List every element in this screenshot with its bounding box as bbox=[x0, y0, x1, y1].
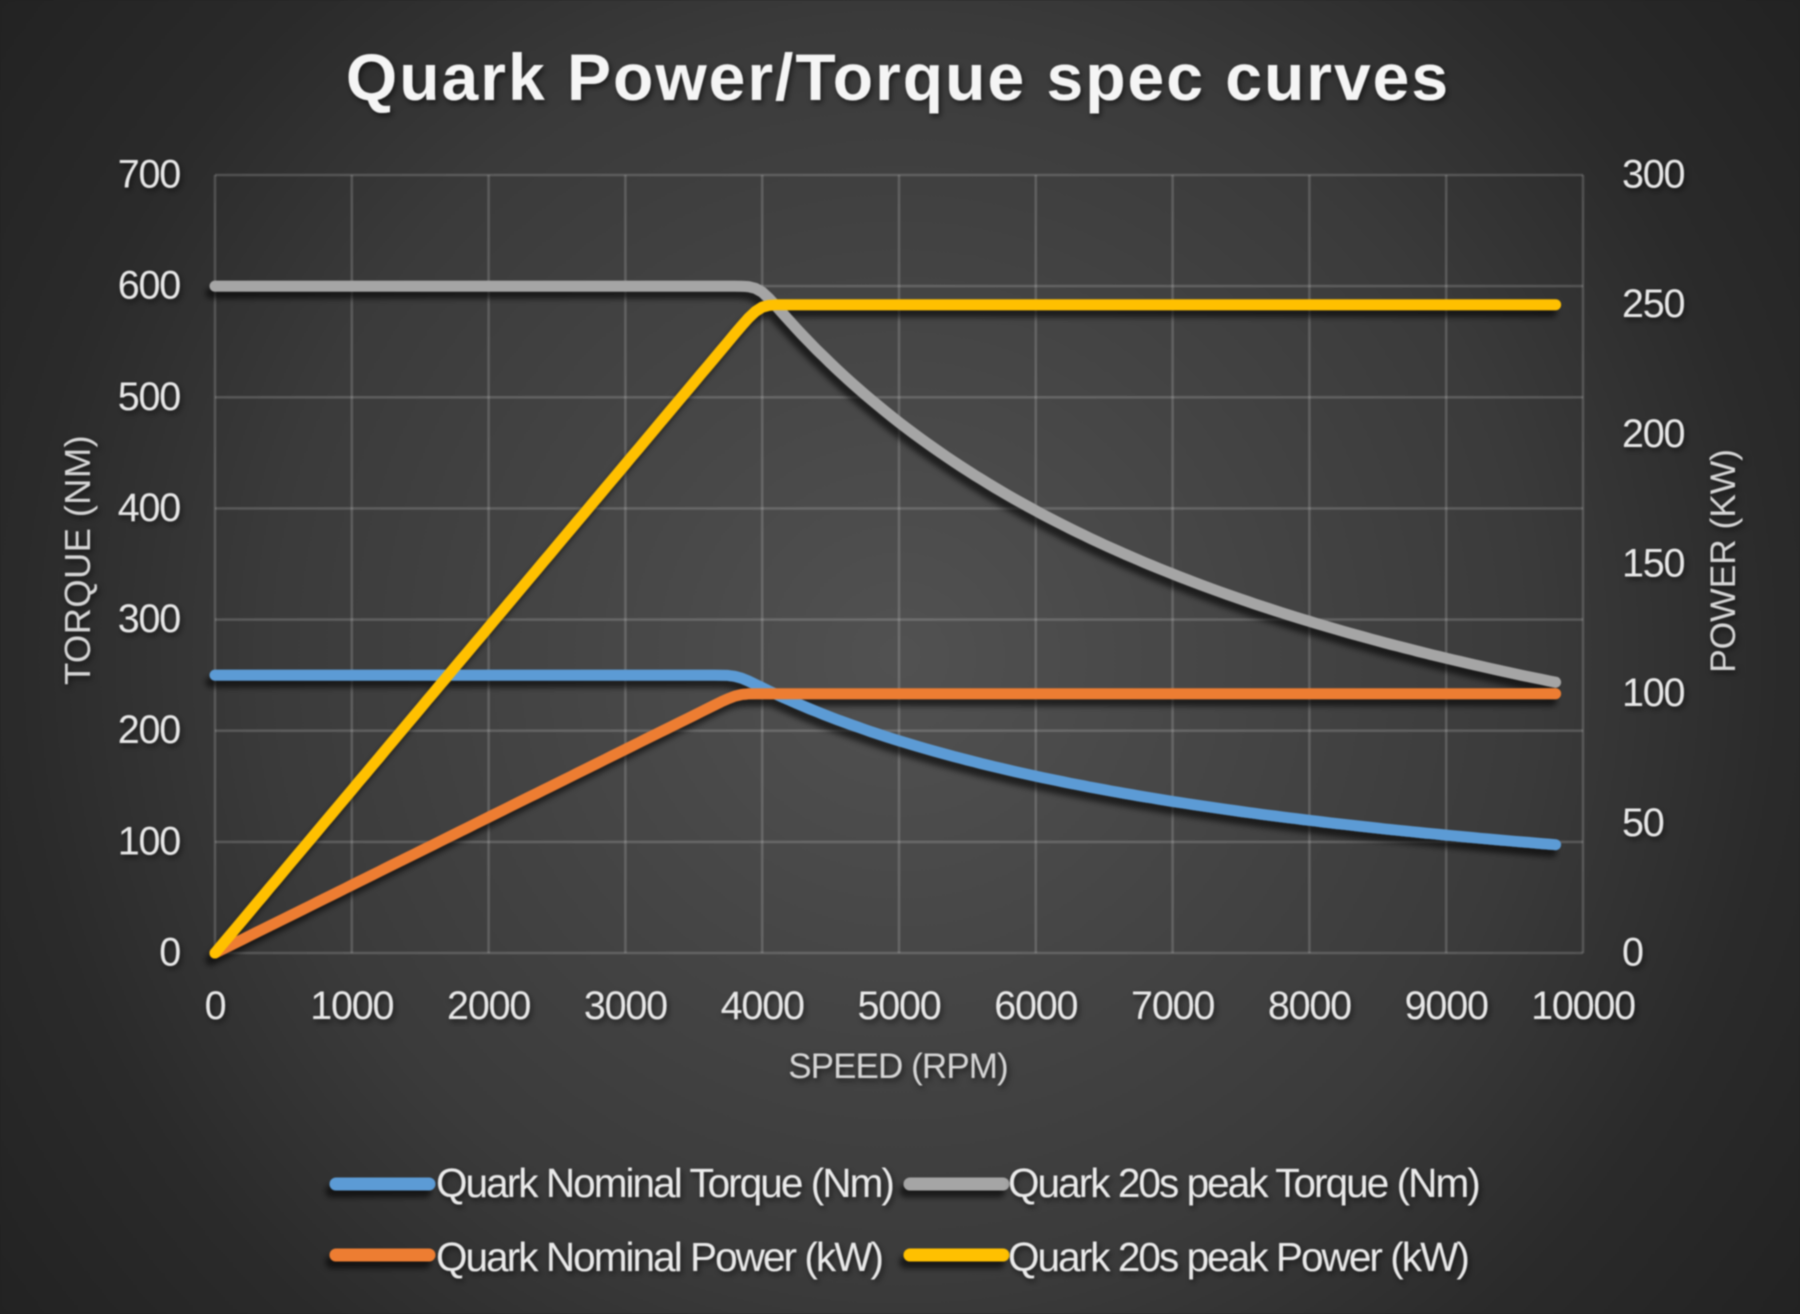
svg-text:Quark Nominal Torque (Nm): Quark Nominal Torque (Nm) bbox=[436, 1160, 893, 1206]
svg-text:500: 500 bbox=[118, 375, 181, 419]
svg-text:600: 600 bbox=[118, 264, 181, 308]
svg-text:7000: 7000 bbox=[1131, 984, 1214, 1028]
svg-text:10000: 10000 bbox=[1531, 984, 1635, 1028]
svg-text:0: 0 bbox=[159, 931, 180, 975]
svg-text:0: 0 bbox=[1622, 931, 1643, 975]
svg-text:0: 0 bbox=[205, 984, 226, 1028]
svg-text:300: 300 bbox=[1622, 153, 1685, 197]
svg-text:200: 200 bbox=[1622, 412, 1685, 456]
svg-text:4000: 4000 bbox=[721, 984, 804, 1028]
svg-text:Quark 20s peak Power (kW): Quark 20s peak Power (kW) bbox=[1008, 1234, 1468, 1280]
svg-text:50: 50 bbox=[1622, 801, 1664, 845]
svg-text:300: 300 bbox=[118, 597, 181, 641]
svg-text:SPEED (RPM): SPEED (RPM) bbox=[788, 1047, 1008, 1086]
svg-text:250: 250 bbox=[1622, 282, 1685, 326]
svg-text:Quark Power/Torque spec curves: Quark Power/Torque spec curves bbox=[346, 40, 1450, 114]
svg-text:Quark Nominal Power (kW): Quark Nominal Power (kW) bbox=[436, 1234, 882, 1280]
svg-text:700: 700 bbox=[118, 153, 181, 197]
svg-text:6000: 6000 bbox=[994, 984, 1077, 1028]
svg-text:TORQUE (NM): TORQUE (NM) bbox=[57, 435, 98, 685]
svg-text:9000: 9000 bbox=[1405, 984, 1488, 1028]
svg-text:Quark 20s peak Torque (Nm): Quark 20s peak Torque (Nm) bbox=[1008, 1160, 1479, 1206]
svg-text:150: 150 bbox=[1622, 542, 1685, 586]
svg-text:2000: 2000 bbox=[447, 984, 530, 1028]
svg-text:1000: 1000 bbox=[310, 984, 393, 1028]
svg-text:100: 100 bbox=[118, 819, 181, 863]
svg-text:POWER (KW): POWER (KW) bbox=[1703, 449, 1743, 673]
svg-text:200: 200 bbox=[118, 708, 181, 752]
svg-text:3000: 3000 bbox=[584, 984, 667, 1028]
svg-text:400: 400 bbox=[118, 486, 181, 530]
svg-text:8000: 8000 bbox=[1268, 984, 1351, 1028]
svg-text:100: 100 bbox=[1622, 671, 1685, 715]
svg-text:5000: 5000 bbox=[857, 984, 940, 1028]
